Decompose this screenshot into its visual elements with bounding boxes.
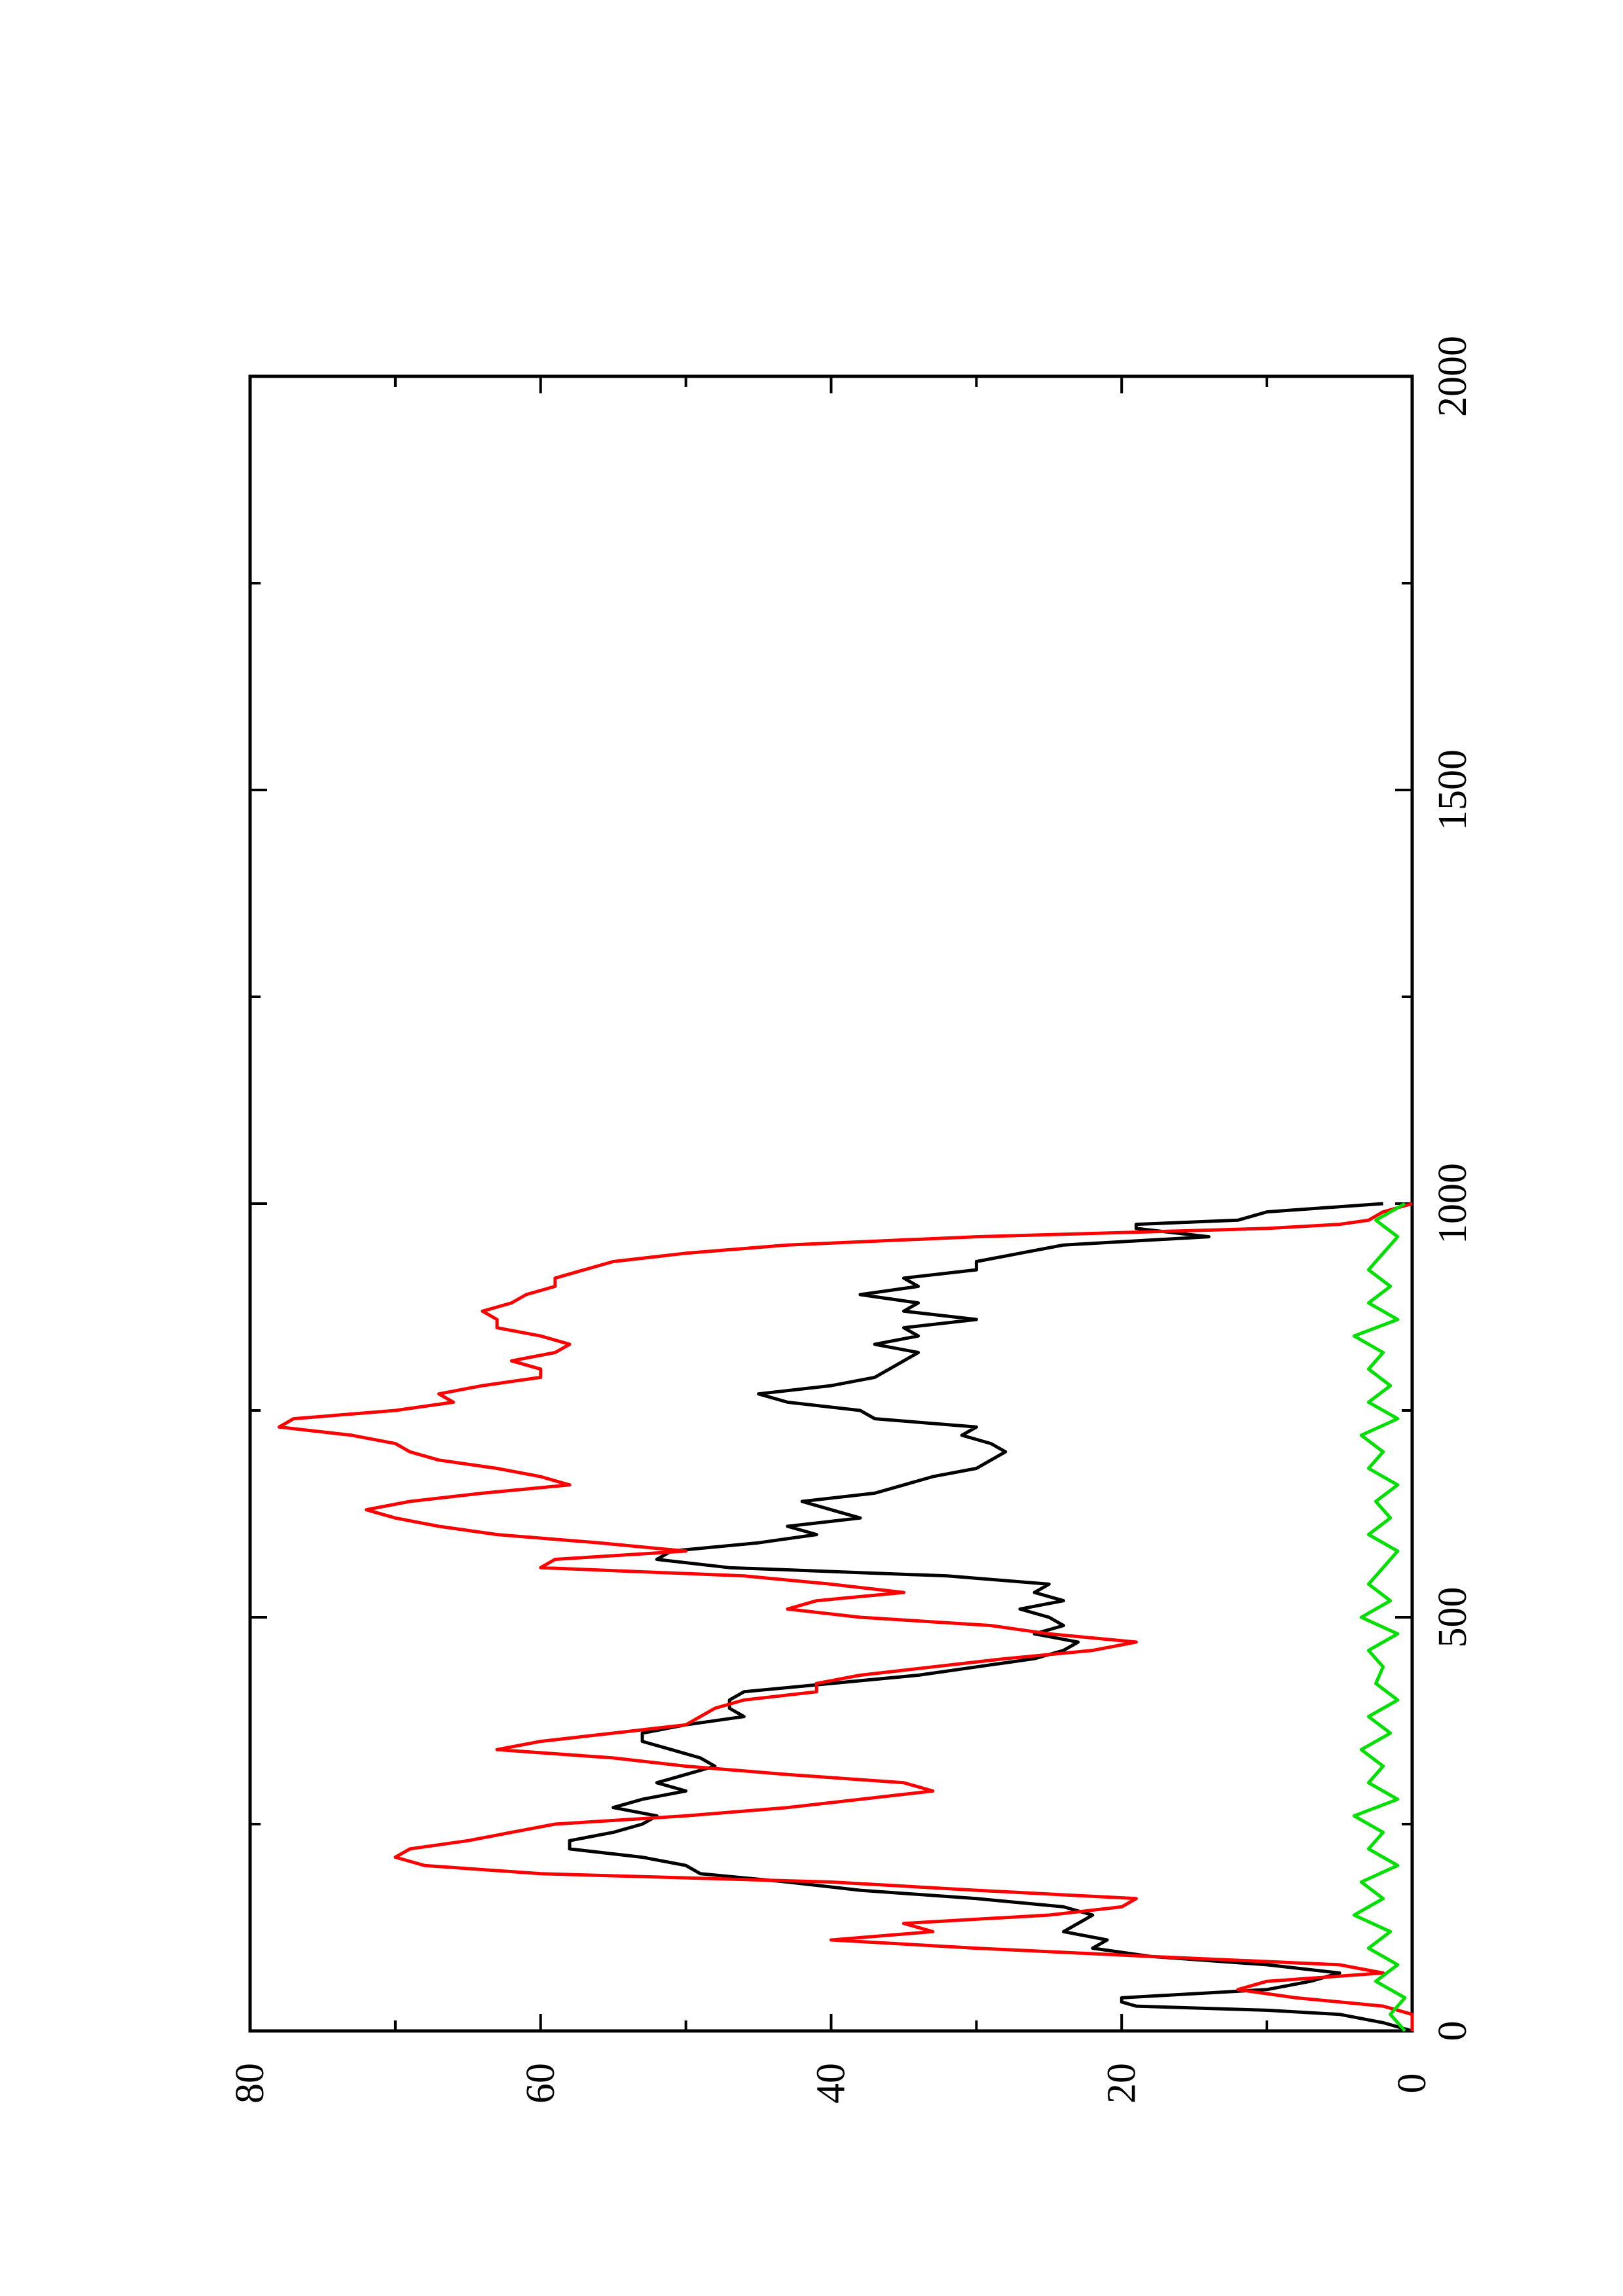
series-line-3: [1352, 1202, 1407, 2032]
series-line-1: [568, 1202, 1413, 2033]
axis-tick-labels: 0 500 1000 1500 2000 0 20 40 60 80: [228, 336, 1475, 2104]
y-tick-label: 60: [519, 2063, 563, 2104]
x-tick-label: 500: [1431, 1587, 1475, 1648]
x-tick-label: 1000: [1431, 1163, 1475, 1244]
series-group: [277, 1202, 1414, 2033]
y-tick-label: 40: [809, 2063, 854, 2104]
y-tick-label: 80: [228, 2063, 272, 2104]
plot-frame: [248, 374, 1414, 2033]
y-tick-label: 20: [1099, 2063, 1144, 2104]
axis-ticks: [249, 375, 1413, 2032]
y-tick-label: 0: [1390, 2073, 1434, 2094]
x-tick-label: 1500: [1431, 749, 1475, 831]
series-line-2: [277, 1202, 1414, 2031]
x-tick-label: 0: [1431, 2021, 1475, 2041]
x-tick-label: 2000: [1431, 336, 1475, 417]
